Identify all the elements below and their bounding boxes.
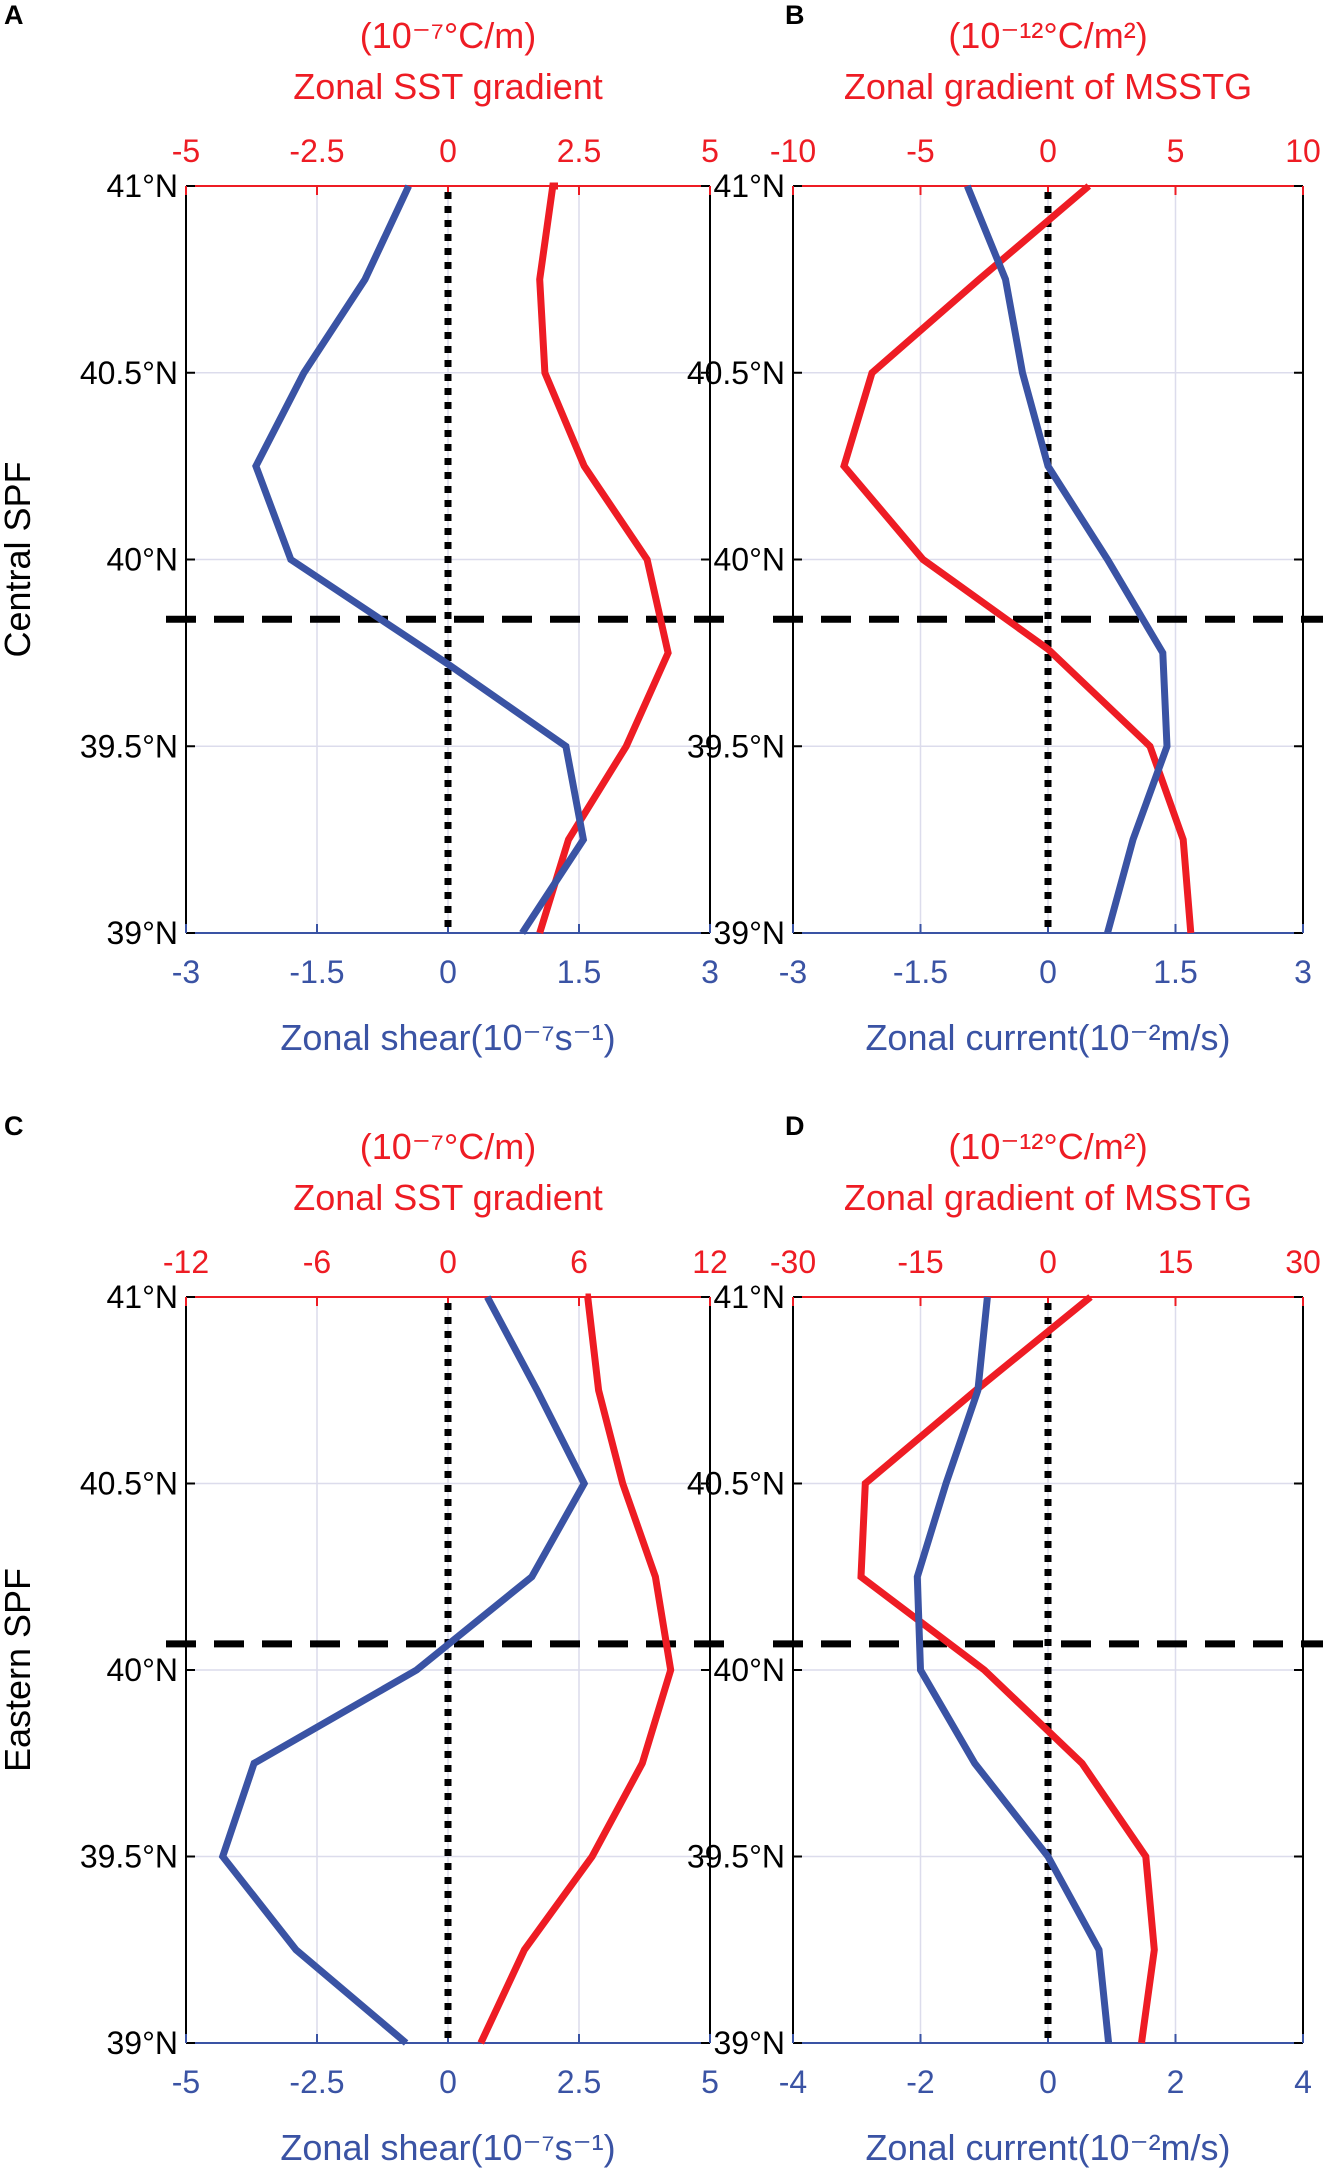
bottom-tick-label: -5 — [172, 2064, 200, 2100]
y-tick-label: 40°N — [107, 542, 179, 578]
y-tick-label: 39°N — [714, 915, 786, 951]
top-tick-label: -6 — [303, 1244, 331, 1280]
bottom-tick-label: 1.5 — [1153, 954, 1197, 990]
top-axis-unit: (10⁻⁷°C/m) — [360, 15, 536, 56]
top-tick-label: -5 — [172, 133, 200, 169]
top-tick-label: 0 — [1039, 133, 1057, 169]
y-tick-label: 39.5°N — [80, 728, 178, 764]
bottom-tick-label: -4 — [779, 2064, 807, 2100]
top-axis-label: Zonal gradient of MSSTG — [844, 1177, 1252, 1218]
bottom-tick-label: 1.5 — [557, 954, 601, 990]
y-tick-label: 39°N — [714, 2025, 786, 2061]
y-tick-label: 41°N — [107, 1279, 179, 1315]
y-tick-label: 40.5°N — [80, 1466, 178, 1502]
blue-series-line — [252, 184, 588, 935]
y-tick-label: 39.5°N — [687, 728, 785, 764]
y-tick-label: 39°N — [107, 915, 179, 951]
panel-letter: D — [785, 1111, 805, 1141]
y-tick-label: 40.5°N — [687, 1466, 785, 1502]
y-tick-label: 39°N — [107, 2025, 179, 2061]
y-tick-label: 41°N — [714, 168, 786, 204]
bottom-axis-label: Zonal shear(10⁻⁷s⁻¹) — [280, 1017, 615, 1058]
panel-letter: C — [4, 1111, 24, 1141]
top-axis-label: Zonal SST gradient — [293, 66, 603, 107]
top-tick-label: -10 — [770, 133, 816, 169]
bottom-tick-label: -3 — [779, 954, 807, 990]
bottom-tick-label: -2 — [906, 2064, 934, 2100]
y-tick-label: 41°N — [714, 1279, 786, 1315]
red-series-line — [840, 183, 1195, 934]
top-axis-unit: (10⁻⁷°C/m) — [360, 1126, 536, 1167]
panel-c: 39°N 39.5°N 40°N 40.5°N 41°N-12 -6 0 6 12 -5 -2.5 0… — [0, 1111, 730, 2168]
red-series-line — [857, 1294, 1158, 2044]
top-tick-label: 5 — [701, 133, 719, 169]
top-axis-unit: (10⁻¹²°C/m²) — [948, 15, 1147, 56]
top-tick-label: -5 — [906, 133, 934, 169]
bottom-tick-label: -2.5 — [289, 2064, 344, 2100]
bottom-axis-label: Zonal current(10⁻²m/s) — [865, 1017, 1230, 1058]
blue-series-line — [964, 184, 1171, 934]
red-series-line — [536, 182, 672, 935]
top-tick-label: 2.5 — [557, 133, 601, 169]
y-tick-label: 39.5°N — [687, 1839, 785, 1875]
bottom-tick-label: 0 — [439, 2064, 457, 2100]
top-tick-label: -12 — [163, 1244, 209, 1280]
blue-series-line — [913, 1296, 1113, 2044]
panel-b: 39°N 39.5°N 40°N 40.5°N 41°N-10 -5 0 5 10 -3 -1.5 0… — [687, 0, 1323, 1058]
top-tick-label: 5 — [1167, 133, 1185, 169]
top-tick-label: 0 — [1039, 1244, 1057, 1280]
panel-a: 39°N 39.5°N 40°N 40.5°N 41°N-5 -2.5 0 2.5 5 -3 -1.… — [0, 0, 730, 1058]
top-axis-unit: (10⁻¹²°C/m²) — [948, 1126, 1147, 1167]
y-tick-label: 40°N — [714, 542, 786, 578]
bottom-tick-label: -1.5 — [893, 954, 948, 990]
top-tick-label: -30 — [770, 1244, 816, 1280]
bottom-axis-label: Zonal shear(10⁻⁷s⁻¹) — [280, 2127, 615, 2168]
top-tick-label: -2.5 — [289, 133, 344, 169]
bottom-tick-label: 0 — [439, 954, 457, 990]
bottom-tick-label: 2 — [1167, 2064, 1185, 2100]
bottom-tick-label: 3 — [1294, 954, 1312, 990]
y-tick-label: 39.5°N — [80, 1839, 178, 1875]
top-tick-label: 6 — [570, 1244, 588, 1280]
bottom-tick-label: 4 — [1294, 2064, 1312, 2100]
top-tick-label: 12 — [692, 1244, 728, 1280]
top-tick-label: 30 — [1285, 1244, 1321, 1280]
y-tick-label: 40.5°N — [80, 355, 178, 391]
bottom-axis-label: Zonal current(10⁻²m/s) — [865, 2127, 1230, 2168]
y-tick-label: 41°N — [107, 168, 179, 204]
bottom-tick-label: 0 — [1039, 2064, 1057, 2100]
top-tick-label: 0 — [439, 133, 457, 169]
y-tick-label: 40°N — [714, 1652, 786, 1688]
top-tick-label: 15 — [1158, 1244, 1194, 1280]
top-axis-label: Zonal SST gradient — [293, 1177, 603, 1218]
bottom-tick-label: -1.5 — [289, 954, 344, 990]
top-tick-label: -15 — [897, 1244, 943, 1280]
top-tick-label: 0 — [439, 1244, 457, 1280]
bottom-tick-label: 3 — [701, 954, 719, 990]
y-tick-label: 40.5°N — [687, 355, 785, 391]
bottom-tick-label: -3 — [172, 954, 200, 990]
y-axis-label: Central SPF — [0, 461, 38, 657]
red-series-line — [477, 1293, 675, 2045]
bottom-tick-label: 0 — [1039, 954, 1057, 990]
bottom-tick-label: 2.5 — [557, 2064, 601, 2100]
panel-letter: A — [4, 0, 24, 30]
panel-d: 39°N 39.5°N 40°N 40.5°N 41°N-30 -15 0 15 30 -4 -2 0… — [687, 1111, 1323, 2168]
top-axis-label: Zonal gradient of MSSTG — [844, 66, 1252, 107]
top-tick-label: 10 — [1285, 133, 1321, 169]
blue-series-line — [218, 1295, 589, 2046]
y-axis-label: Eastern SPF — [0, 1568, 38, 1772]
bottom-tick-label: 5 — [701, 2064, 719, 2100]
y-tick-label: 40°N — [107, 1652, 179, 1688]
panel-letter: B — [785, 0, 805, 30]
